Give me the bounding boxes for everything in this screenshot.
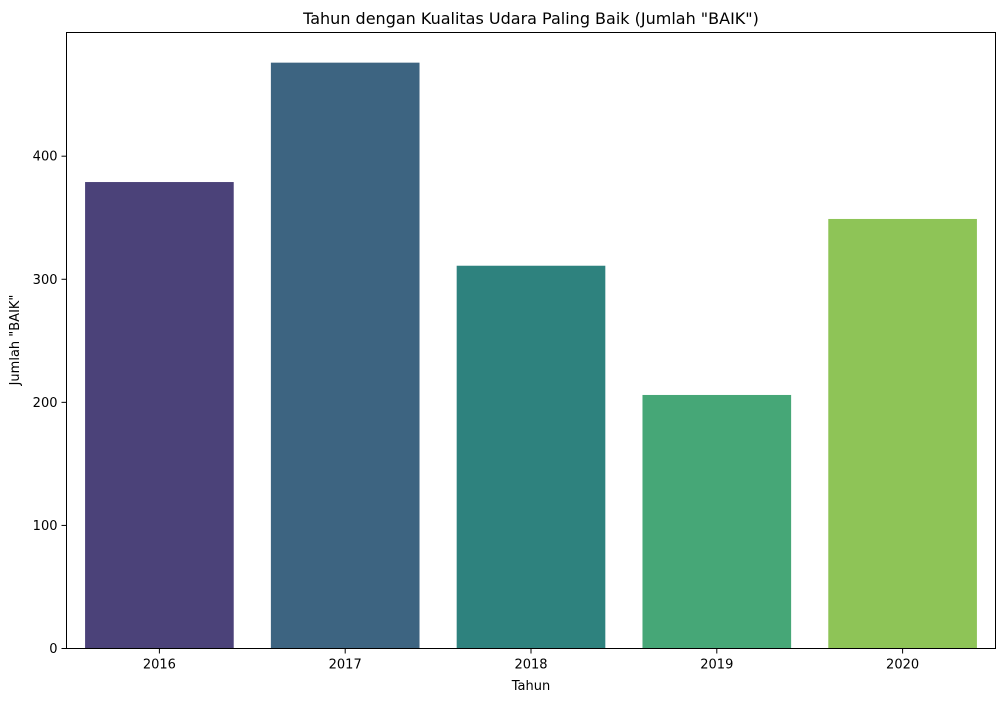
- y-tick-label: 100: [33, 519, 58, 534]
- x-tick-label: 2019: [700, 658, 733, 673]
- bars-group: [85, 62, 977, 649]
- x-axis: 2016 2017 2018 2019 2020: [143, 648, 919, 673]
- x-tick-label: 2018: [514, 658, 547, 673]
- y-tick-label: 400: [33, 150, 58, 165]
- y-axis: 0 100 200 300 400: [33, 150, 67, 657]
- x-axis-label: Tahun: [511, 679, 550, 694]
- y-tick-label: 0: [49, 642, 57, 657]
- bar-2016: [85, 182, 234, 649]
- x-tick-label: 2017: [329, 658, 362, 673]
- chart-title: Tahun dengan Kualitas Udara Paling Baik …: [302, 9, 759, 28]
- x-tick-label: 2016: [143, 658, 176, 673]
- bar-2018: [456, 265, 606, 649]
- y-axis-label: Jumlah "BAIK": [8, 295, 23, 387]
- y-tick-label: 300: [33, 273, 58, 288]
- bar-2020: [828, 218, 977, 649]
- x-tick-label: 2020: [886, 658, 919, 673]
- y-tick-label: 200: [33, 396, 58, 411]
- bar-2017: [270, 62, 420, 649]
- bar-2019: [642, 394, 792, 649]
